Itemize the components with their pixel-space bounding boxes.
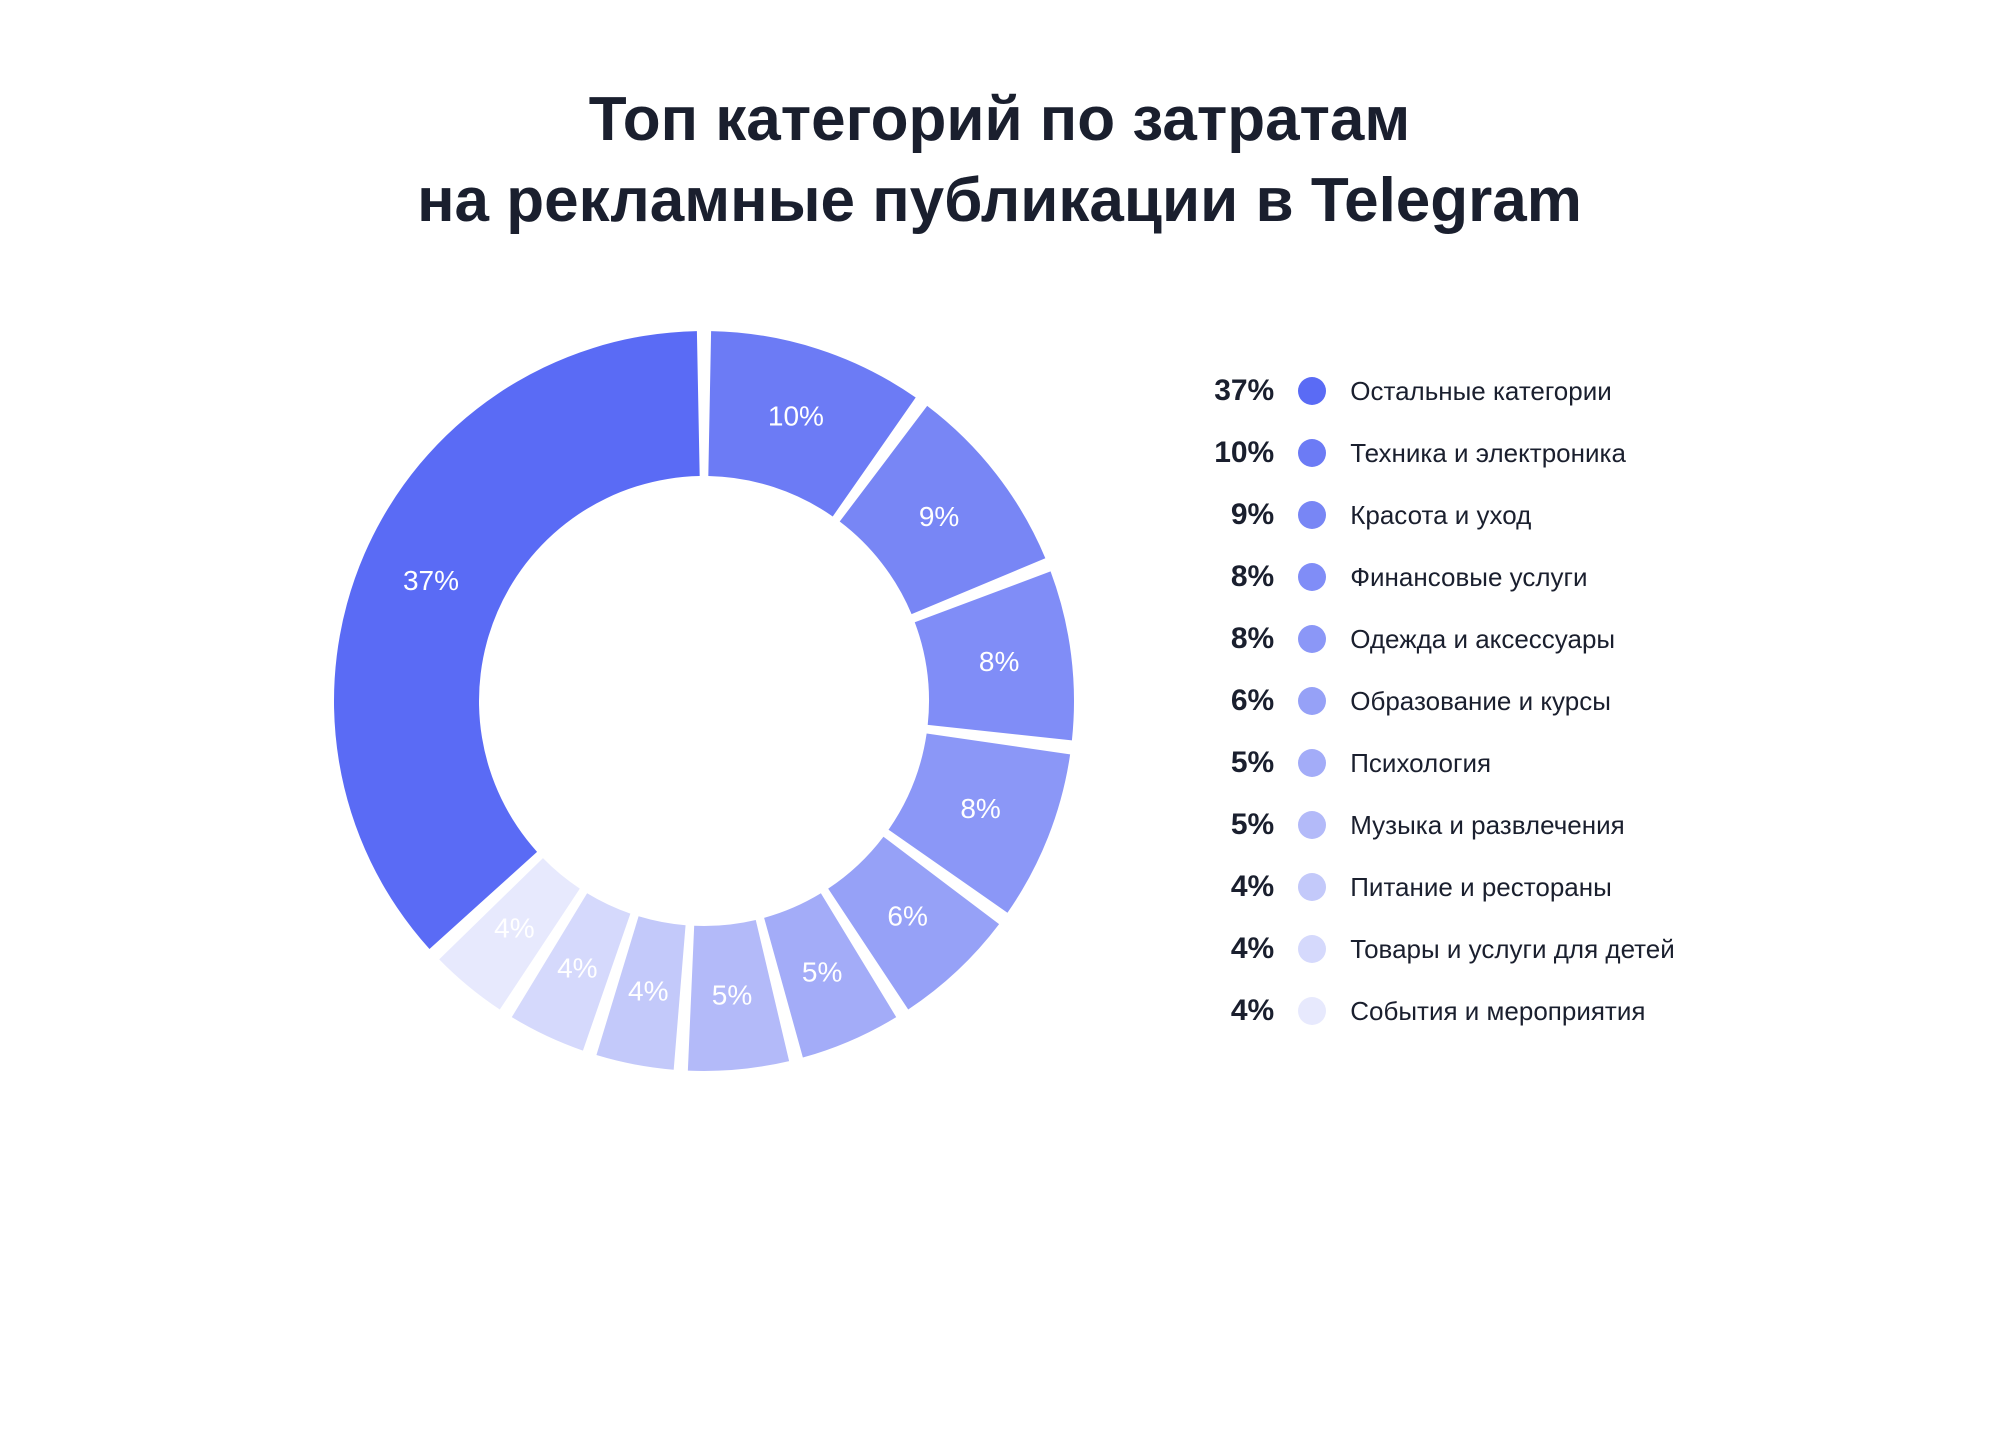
legend-label: Финансовые услуги <box>1350 562 1587 593</box>
legend-item: 6% Образование и курсы <box>1204 684 1675 718</box>
legend-label: Товары и услуги для детей <box>1350 934 1675 965</box>
chart-content: 10% 9% 8% 8% 6% 5% 5% 4% 4% 4% 37% 37% Остальные ка… <box>60 321 1939 1081</box>
segment-label: 10% <box>768 401 824 432</box>
legend-item: 8% Одежда и аксессуары <box>1204 622 1675 656</box>
chart-legend: 37% Остальные категории 10% Техника и элект… <box>1204 374 1675 1028</box>
legend-item: 8% Финансовые услуги <box>1204 560 1675 594</box>
legend-item: 37% Остальные категории <box>1204 374 1675 408</box>
legend-dot <box>1298 687 1326 715</box>
legend-percent: 5% <box>1204 808 1274 842</box>
legend-label: Музыка и развлечения <box>1350 810 1624 841</box>
legend-label: Психология <box>1350 748 1491 779</box>
legend-label: Остальные категории <box>1350 376 1612 407</box>
legend-percent: 4% <box>1204 932 1274 966</box>
segment-label: 4% <box>628 976 668 1007</box>
chart-title: Топ категорий по затратам на рекламные п… <box>60 80 1939 241</box>
legend-item: 5% Психология <box>1204 746 1675 780</box>
legend-dot <box>1298 873 1326 901</box>
segment-label: 37% <box>403 565 459 596</box>
legend-item: 4% Товары и услуги для детей <box>1204 932 1675 966</box>
legend-dot <box>1298 997 1326 1025</box>
legend-dot <box>1298 935 1326 963</box>
legend-dot <box>1298 811 1326 839</box>
legend-item: 9% Красота и уход <box>1204 498 1675 532</box>
legend-label: Одежда и аксессуары <box>1350 624 1615 655</box>
segment-label: 9% <box>919 501 959 532</box>
legend-label: Техника и электроника <box>1350 438 1626 469</box>
legend-percent: 37% <box>1204 374 1274 408</box>
legend-item: 10% Техника и электроника <box>1204 436 1675 470</box>
segment-label: 4% <box>557 953 597 984</box>
segment-label: 6% <box>888 900 928 931</box>
segment-label: 8% <box>979 646 1019 677</box>
segment-label: 5% <box>802 957 842 988</box>
legend-percent: 4% <box>1204 994 1274 1028</box>
segment-label: 4% <box>494 913 534 944</box>
legend-percent: 6% <box>1204 684 1274 718</box>
legend-dot <box>1298 439 1326 467</box>
chart-container: Топ категорий по затратам на рекламные п… <box>0 0 1999 1433</box>
legend-item: 5% Музыка и развлечения <box>1204 808 1675 842</box>
legend-dot <box>1298 749 1326 777</box>
legend-percent: 5% <box>1204 746 1274 780</box>
legend-percent: 9% <box>1204 498 1274 532</box>
legend-percent: 8% <box>1204 622 1274 656</box>
donut-chart: 10% 9% 8% 8% 6% 5% 5% 4% 4% 4% 37% <box>324 321 1084 1081</box>
legend-label: Красота и уход <box>1350 500 1531 531</box>
legend-label: Питание и рестораны <box>1350 872 1612 903</box>
legend-dot <box>1298 377 1326 405</box>
legend-label: События и мероприятия <box>1350 996 1645 1027</box>
title-line-2: на рекламные публикации в Telegram <box>417 166 1582 235</box>
legend-percent: 10% <box>1204 436 1274 470</box>
legend-item: 4% Питание и рестораны <box>1204 870 1675 904</box>
legend-dot <box>1298 501 1326 529</box>
legend-percent: 8% <box>1204 560 1274 594</box>
title-line-1: Топ категорий по затратам <box>589 85 1411 154</box>
legend-label: Образование и курсы <box>1350 686 1611 717</box>
donut-segment <box>334 331 700 949</box>
legend-item: 4% События и мероприятия <box>1204 994 1675 1028</box>
legend-dot <box>1298 625 1326 653</box>
legend-percent: 4% <box>1204 870 1274 904</box>
legend-dot <box>1298 563 1326 591</box>
segment-label: 5% <box>712 980 752 1011</box>
donut-svg: 10% 9% 8% 8% 6% 5% 5% 4% 4% 4% 37% <box>324 321 1084 1081</box>
segment-label: 8% <box>961 793 1001 824</box>
